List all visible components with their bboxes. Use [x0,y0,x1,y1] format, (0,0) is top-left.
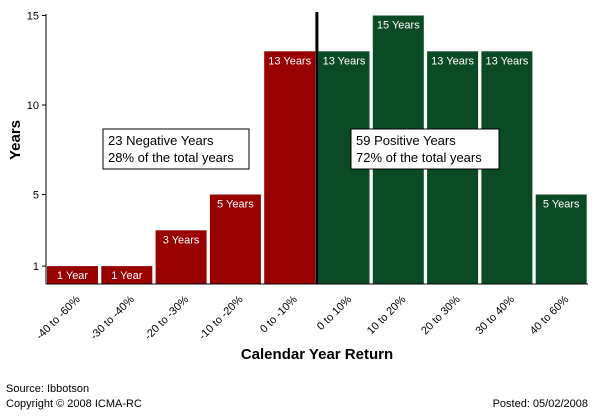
bar-4 [209,194,261,284]
x-tick-label-6: 0 to 10% [315,293,354,332]
source-note: Source: Ibbotson [6,383,90,395]
bar-label-1: 1 Year [57,270,89,282]
bar-2 [101,266,153,284]
x-tick-label-9: 30 to 40% [474,293,518,337]
x-tick-label-4: -10 to -20% [197,293,246,342]
y-tick-label-2: 5 [33,190,39,202]
bar-label-8: 13 Years [431,55,474,67]
bar-label-3: 3 Years [163,234,200,246]
positive-annotation-box [350,128,500,170]
y-axis-label: Years [7,120,24,160]
negative-annotation-line-2: 28% of the total years [108,150,234,165]
positive-annotation-line-1: 59 Positive Years [356,133,456,148]
x-tick-label-8: 20 to 30% [419,293,463,337]
bar-10 [535,194,587,284]
x-tick-label-7: 10 to 20% [365,293,409,337]
y-tick-label-1: 1 [33,261,39,273]
bar-label-6: 13 Years [323,55,366,67]
histogram-chart: 1 Year 1 Year 3 Years 5 Years 13 Years 13 Yea… [7,11,588,363]
negative-annotation-box [102,128,250,170]
copyright-note: Copyright © 2008 ICMA-RC [6,398,142,410]
bar-label-4: 5 Years [217,199,254,211]
bar-1 [47,266,98,284]
bar-5 [264,51,316,284]
x-tick-label-2: -30 to -40% [88,293,137,342]
bar-3 [155,230,207,284]
y-tick-label-4: 15 [27,11,39,23]
negative-annotation-line-1: 23 Negative Years [108,133,214,148]
bar-label-5: 13 Years [268,55,311,67]
x-tick-label-1: -40 to -60% [34,293,83,342]
bar-label-9: 13 Years [485,55,528,67]
y-tick-label-3: 10 [27,100,39,112]
x-tick-label-3: -20 to -30% [143,293,192,342]
bar-label-7: 15 Years [377,20,420,32]
x-axis-label: Calendar Year Return [241,346,393,363]
positive-annotation-line-2: 72% of the total years [356,150,482,165]
posted-date: Posted: 05/02/2008 [492,398,588,410]
x-tick-label-10: 40 to 60% [528,293,572,337]
x-tick-label-5: 0 to -10% [258,293,300,335]
bar-label-10: 5 Years [543,199,580,211]
bar-label-2: 1 Year [111,270,143,282]
